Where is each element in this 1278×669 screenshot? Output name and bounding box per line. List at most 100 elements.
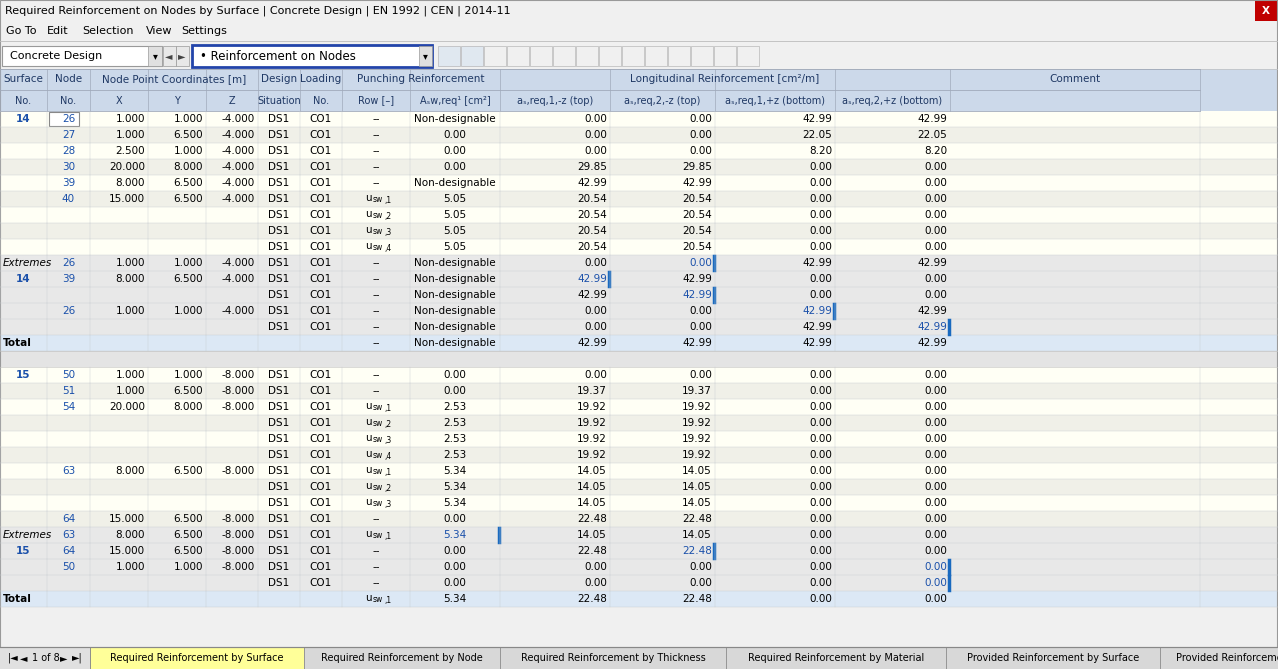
Bar <box>622 46 644 66</box>
Text: DS1: DS1 <box>268 530 290 540</box>
Text: 0.00: 0.00 <box>809 514 832 524</box>
Text: 64: 64 <box>61 546 75 556</box>
Text: 26: 26 <box>61 306 75 316</box>
Text: Surface: Surface <box>4 74 43 84</box>
Bar <box>0 255 1278 271</box>
Text: 20.54: 20.54 <box>578 194 607 204</box>
Text: 0.00: 0.00 <box>924 498 947 508</box>
Text: sw: sw <box>373 244 383 252</box>
Text: 22.48: 22.48 <box>682 514 712 524</box>
Text: 0.00: 0.00 <box>809 594 832 604</box>
Text: 0.00: 0.00 <box>924 178 947 188</box>
Bar <box>0 159 1278 175</box>
Text: 14: 14 <box>17 274 31 284</box>
Text: 51: 51 <box>61 386 75 396</box>
Text: CO1: CO1 <box>309 370 332 380</box>
Text: 19.92: 19.92 <box>682 450 712 460</box>
Bar <box>0 191 1278 207</box>
Text: sw: sw <box>373 595 383 605</box>
Text: DS1: DS1 <box>268 562 290 572</box>
Text: --: -- <box>372 274 380 284</box>
Text: -4.000: -4.000 <box>222 274 256 284</box>
Text: Non-designable: Non-designable <box>414 338 496 348</box>
Text: CO1: CO1 <box>309 546 332 556</box>
Text: 8.000: 8.000 <box>115 530 144 540</box>
Text: 22.05: 22.05 <box>918 130 947 140</box>
Text: 8.20: 8.20 <box>924 146 947 156</box>
Text: 14.05: 14.05 <box>578 482 607 492</box>
Text: DS1: DS1 <box>268 162 290 172</box>
Text: ,3: ,3 <box>383 500 391 508</box>
Text: --: -- <box>372 130 380 140</box>
Text: --: -- <box>372 306 380 316</box>
Text: 0.00: 0.00 <box>689 370 712 380</box>
Text: 0.00: 0.00 <box>584 258 607 268</box>
Text: Non-designable: Non-designable <box>414 290 496 300</box>
Text: 1.000: 1.000 <box>174 370 203 380</box>
Text: 42.99: 42.99 <box>803 338 832 348</box>
Text: 5.34: 5.34 <box>443 498 466 508</box>
Text: CO1: CO1 <box>309 418 332 428</box>
Text: 0.00: 0.00 <box>924 450 947 460</box>
Text: 0.00: 0.00 <box>924 242 947 252</box>
Text: 6.500: 6.500 <box>174 194 203 204</box>
Bar <box>0 559 1278 575</box>
Bar <box>1160 647 1278 669</box>
Text: ,3: ,3 <box>383 227 391 237</box>
Text: Situation: Situation <box>257 96 300 106</box>
Text: 39: 39 <box>61 178 75 188</box>
Text: 0.00: 0.00 <box>809 450 832 460</box>
Text: 19.92: 19.92 <box>682 402 712 412</box>
Text: CO1: CO1 <box>309 130 332 140</box>
Text: CO1: CO1 <box>309 242 332 252</box>
Bar <box>0 41 1278 69</box>
Bar <box>461 46 483 66</box>
Text: ,1: ,1 <box>383 595 391 605</box>
Text: DS1: DS1 <box>268 258 290 268</box>
Text: X: X <box>116 96 123 106</box>
Text: --: -- <box>372 514 380 524</box>
Text: 15.000: 15.000 <box>109 194 144 204</box>
Bar <box>304 647 500 669</box>
Text: 0.00: 0.00 <box>584 562 607 572</box>
Text: Loading: Loading <box>300 74 341 84</box>
Text: -4.000: -4.000 <box>222 194 256 204</box>
Text: 6.500: 6.500 <box>174 178 203 188</box>
Text: Provided Reinforcement: Provided Reinforcement <box>1176 653 1278 663</box>
Text: 0.00: 0.00 <box>443 514 466 524</box>
Text: --: -- <box>372 322 380 332</box>
Text: 42.99: 42.99 <box>578 338 607 348</box>
Text: 5.05: 5.05 <box>443 210 466 220</box>
Text: 1.000: 1.000 <box>115 386 144 396</box>
Text: 5.34: 5.34 <box>443 482 466 492</box>
Text: u: u <box>364 209 372 219</box>
Text: CO1: CO1 <box>309 514 332 524</box>
Text: --: -- <box>372 338 380 348</box>
Text: -8.000: -8.000 <box>222 514 256 524</box>
Text: Node: Node <box>55 74 82 84</box>
Text: 22.48: 22.48 <box>578 546 607 556</box>
Text: 0.00: 0.00 <box>689 578 712 588</box>
Text: Non-designable: Non-designable <box>414 178 496 188</box>
Text: ◄: ◄ <box>20 653 28 663</box>
Text: 0.00: 0.00 <box>924 226 947 236</box>
Bar <box>0 90 1278 111</box>
Text: 0.00: 0.00 <box>924 370 947 380</box>
Text: 0.00: 0.00 <box>924 290 947 300</box>
Bar <box>0 175 1278 191</box>
Text: u: u <box>364 433 372 443</box>
Text: --: -- <box>372 162 380 172</box>
Text: 20.54: 20.54 <box>682 194 712 204</box>
Text: 1.000: 1.000 <box>115 306 144 316</box>
Text: u: u <box>364 449 372 459</box>
Text: 5.05: 5.05 <box>443 242 466 252</box>
Text: 0.00: 0.00 <box>584 146 607 156</box>
Text: CO1: CO1 <box>309 530 332 540</box>
Text: 50: 50 <box>61 370 75 380</box>
Text: --: -- <box>372 258 380 268</box>
Text: Required Reinforcement by Thickness: Required Reinforcement by Thickness <box>520 653 705 663</box>
Text: 0.00: 0.00 <box>924 546 947 556</box>
Text: DS1: DS1 <box>268 514 290 524</box>
Text: 1.000: 1.000 <box>115 114 144 124</box>
Text: 0.00: 0.00 <box>809 562 832 572</box>
